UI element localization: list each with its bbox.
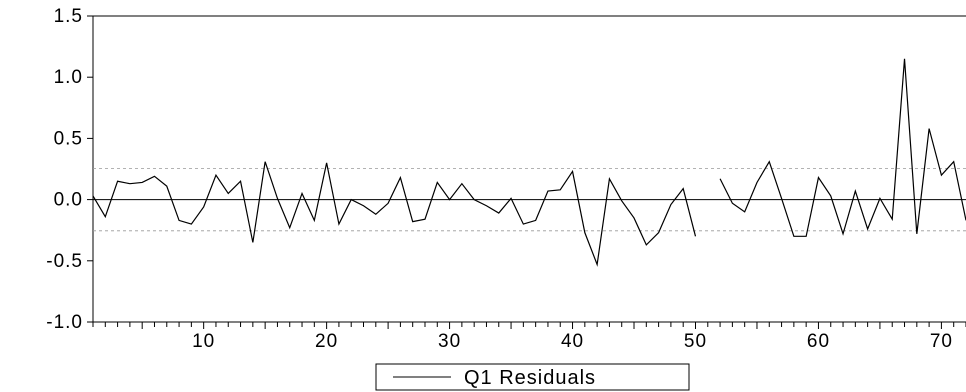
reference-lines bbox=[93, 167, 966, 232]
series-line bbox=[92, 58, 966, 267]
legend: Q1 Residuals bbox=[375, 363, 690, 391]
y-tick-label: 1.5 bbox=[54, 6, 83, 27]
y-tick-label: 0.5 bbox=[54, 128, 83, 149]
y-tick-label: -1.0 bbox=[46, 312, 83, 333]
x-axis: 10 20 30 40 50 60 70 bbox=[92, 322, 966, 352]
series-layer bbox=[92, 58, 966, 267]
x-tick-label: 10 bbox=[192, 331, 215, 352]
x-tick-label: 30 bbox=[438, 331, 461, 352]
y-tick-label: 0.0 bbox=[54, 190, 83, 211]
x-tick-label: 70 bbox=[930, 331, 953, 352]
x-tick-label: 20 bbox=[315, 331, 338, 352]
legend-label: Q1 Residuals bbox=[464, 367, 596, 389]
plot-frame bbox=[92, 15, 966, 323]
x-tick-label: 50 bbox=[684, 331, 707, 352]
y-tick-label: -0.5 bbox=[46, 251, 83, 272]
y-tick-label: 1.0 bbox=[54, 67, 83, 88]
y-axis: -1.0 -0.5 0.0 0.5 1.0 1.5 bbox=[46, 6, 93, 333]
x-tick-label: 60 bbox=[807, 331, 830, 352]
x-tick-label: 40 bbox=[561, 331, 584, 352]
